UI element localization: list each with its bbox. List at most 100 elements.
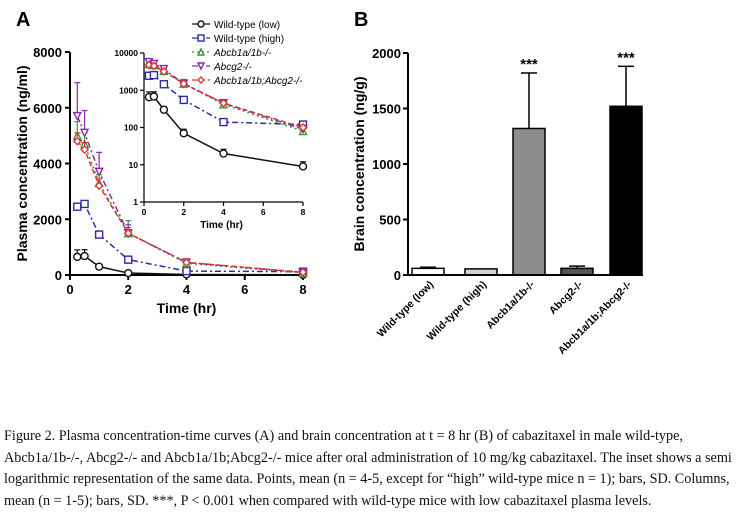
y-tick-label: 8000 <box>33 45 62 60</box>
legend-item: Abcb1a/1b-/- <box>192 47 272 59</box>
marker-circle <box>73 252 82 262</box>
marker-square <box>124 255 133 264</box>
x-tick-label: 8 <box>299 282 306 297</box>
legend-item: Wild-type (high) <box>192 34 284 45</box>
legend-label: Abcb1a/1b;Abcg2-/- <box>213 76 303 87</box>
marker-triangle-down <box>79 128 90 138</box>
marker-circle <box>159 105 169 114</box>
marker-circle <box>124 268 133 278</box>
x-axis-label: Time (hr) <box>157 300 217 316</box>
y-tick-label: 4000 <box>33 157 62 172</box>
series-abcb1a-1b-abcg2- <box>72 132 308 277</box>
bar-group: *** Abcb1a/1b-/- <box>484 56 546 332</box>
legend-label: Wild-type (low) <box>214 20 280 31</box>
marker-diamond <box>80 145 90 155</box>
legend-label: Abcg2-/- <box>213 62 252 73</box>
y-tick-label: 1500 <box>372 102 401 117</box>
marker-triangle-down <box>72 111 82 122</box>
panel-a-plot: 0 2000 4000 6000 8000 0 2 4 6 8 Time (hr) Plasma co… <box>14 45 308 316</box>
y-tick-label: 500 <box>379 213 401 228</box>
marker-triangle-down <box>196 62 206 71</box>
marker-diamond <box>219 98 228 108</box>
x-tick-label: 0 <box>66 282 73 297</box>
marker-square <box>219 117 228 127</box>
panel-b-letter: B <box>354 9 368 31</box>
x-tick-label: Abcg2-/- <box>547 278 586 317</box>
marker-circle <box>179 129 188 138</box>
marker-circle <box>80 251 89 261</box>
inset-y-tick-label: 10 <box>129 160 139 170</box>
marker-diamond <box>179 79 189 89</box>
marker-square <box>73 202 82 211</box>
bar-group: Wild-type (high) <box>425 268 498 343</box>
marker-circle <box>298 162 308 171</box>
legend: Wild-type (low) Wild-type (high) Abcb1a/1b… <box>192 20 303 87</box>
legend-item: Abcb1a/1b;Abcg2-/- <box>192 76 303 87</box>
marker-triangle <box>196 47 206 56</box>
marker-diamond <box>123 228 133 238</box>
marker-square <box>182 266 191 276</box>
series-wild-type-low- <box>144 91 308 171</box>
y-tick-label: 0 <box>55 268 62 283</box>
y-tick-label: 0 <box>394 268 401 283</box>
inset-x-tick-label: 6 <box>261 207 266 217</box>
marker-circle <box>149 92 159 101</box>
y-axis-label: Brain concentration (ng/g) <box>351 77 367 252</box>
marker-circle <box>94 262 104 271</box>
marker-square <box>179 95 188 105</box>
panel-b-plot: Wild-type (low)Wild-type (high)***Abcb1a… <box>351 46 643 357</box>
marker-square <box>159 80 169 89</box>
y-axis-label: Plasma concentration (ng/ml) <box>14 65 30 261</box>
figure: A B 0 2000 4000 6000 8000 0 2 4 6 8 Time (hr) Plasm… <box>14 9 643 357</box>
legend-label: Wild-type (high) <box>214 34 284 45</box>
y-tick-label: 2000 <box>372 46 401 61</box>
marker-triangle-down <box>94 167 104 177</box>
bar <box>609 105 643 276</box>
inset-y-tick-label: 100 <box>124 123 138 133</box>
inset-x-tick-label: 8 <box>301 207 306 217</box>
marker-square <box>80 199 89 209</box>
inset-x-tick-label: 0 <box>142 207 147 217</box>
inset-y-tick-label: 10000 <box>114 48 138 58</box>
inset-x-axis-label: Time (hr) <box>200 220 243 231</box>
bar <box>512 127 546 276</box>
marker-square <box>94 230 104 239</box>
marker-diamond <box>72 136 82 146</box>
x-tick-label: Wild-type (low) <box>375 279 436 340</box>
marker-diamond <box>159 66 169 76</box>
panel-a-inset: 1 10 100 1000 10000 0 2 4 6 8 Time (hr) <box>114 48 308 231</box>
series-abcb1a-1b-abcg2- <box>144 60 308 132</box>
series-wild-type-high- <box>144 70 308 129</box>
significance-label: *** <box>520 56 538 73</box>
marker-diamond <box>182 257 191 267</box>
marker-diamond <box>149 61 159 71</box>
marker-square <box>197 34 205 42</box>
inset-x-tick-label: 4 <box>221 207 226 217</box>
marker-diamond <box>298 123 308 132</box>
inset-y-tick-label: 1 <box>133 197 138 207</box>
marker-circle <box>197 20 205 28</box>
y-tick-label: 6000 <box>33 101 62 116</box>
panel-a-letter: A <box>16 9 30 31</box>
x-tick-label: Abcb1a/1b-/- <box>484 278 537 331</box>
series-line <box>77 202 304 273</box>
legend-label: Abcb1a/1b-/- <box>213 48 272 59</box>
y-tick-label: 2000 <box>33 212 62 227</box>
y-tick-label: 1000 <box>372 157 401 172</box>
x-tick-label: 6 <box>241 282 248 297</box>
marker-diamond <box>298 267 308 277</box>
x-tick-label: 4 <box>183 282 191 297</box>
significance-label: *** <box>617 49 635 66</box>
marker-diamond <box>197 76 205 84</box>
inset-y-tick-label: 1000 <box>119 85 138 95</box>
bar-group: Abcg2-/- <box>547 265 594 317</box>
bar-group: ***Abcb1a/1b;Abcg2-/- <box>556 49 643 357</box>
inset-x-tick-label: 2 <box>181 207 186 217</box>
legend-item: Abcg2-/- <box>192 62 252 73</box>
marker-circle <box>219 149 228 158</box>
x-tick-label: 2 <box>125 282 132 297</box>
legend-item: Wild-type (low) <box>192 20 280 31</box>
marker-diamond <box>94 181 104 191</box>
figure-caption: Figure 2. Plasma concentration-time curv… <box>4 428 732 509</box>
marker-square <box>149 70 159 80</box>
